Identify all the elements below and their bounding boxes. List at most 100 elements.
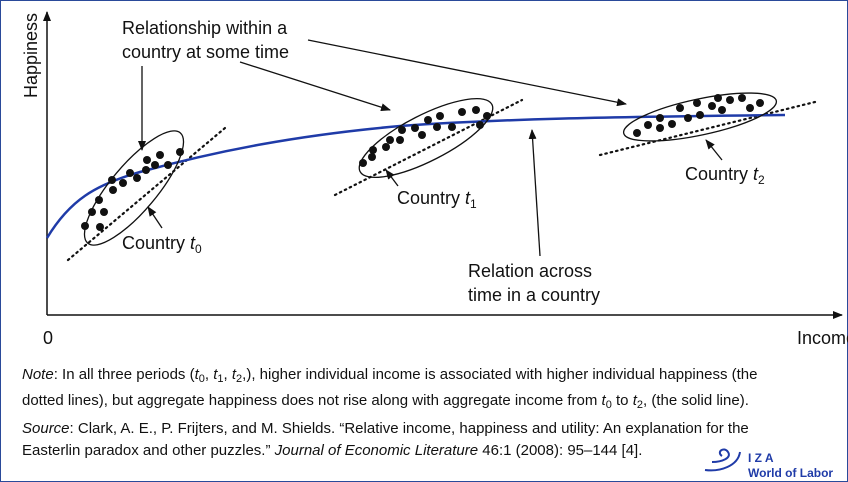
source-head: Source [22,420,70,437]
dots [81,94,764,231]
dot [633,129,641,137]
label-text: Country [685,164,753,184]
text: ,), higher individual income is associat… [242,366,758,383]
dot [644,121,652,129]
across-label: Relation across [468,261,592,281]
dot [726,96,734,104]
text: : Clark, A. E., P. Frijters, and M. Shie… [69,420,749,437]
var: t [632,392,637,409]
across-curve [45,113,786,239]
label-sub: 0 [195,242,202,256]
sub: 2 [236,373,243,385]
dot [668,120,676,128]
text: , [223,366,232,383]
journal: Journal of Economic Literature [274,442,479,459]
var: t [213,366,218,383]
dot [96,223,104,231]
logo-tagline: World of Labor [748,466,833,480]
arrow [705,139,723,161]
x-axis-label: Income [797,328,848,348]
arrow [528,129,541,257]
country-label: Country t1 [397,188,477,211]
within-label: Relationship within a [122,18,288,38]
across-label: time in a country [468,285,600,305]
text: , [204,366,214,383]
arrow [239,61,391,112]
dot [368,153,376,161]
dot [448,123,456,131]
y-axis-label: Happiness [21,13,41,98]
text: 46:1 (2008): 95–144 [4]. [478,442,643,459]
dot [359,159,367,167]
dot [708,102,716,110]
dot [676,104,684,112]
dot [718,106,726,114]
dot [411,124,419,132]
sub: 0 [198,373,205,385]
dotted-line [333,98,524,197]
dot [119,179,127,187]
text: dotted lines), but aggregate happiness d… [22,392,602,409]
text: Easterlin paradox and other puzzles.” [22,442,275,459]
dot [418,131,426,139]
sub: 2 [636,399,643,411]
dot [684,114,692,122]
dot [398,126,406,134]
dot [81,222,89,230]
dot [656,124,664,132]
source-line: Source: Clark, A. E., P. Frijters, and M… [22,418,842,440]
dot [424,116,432,124]
dot [126,169,134,177]
label-sub: 1 [470,197,477,211]
dot [109,186,117,194]
dot [476,121,484,129]
ellipse [358,97,494,179]
label-sub: 2 [758,173,765,187]
dot [100,208,108,216]
source-line: Easterlin paradox and other puzzles.” Jo… [22,440,842,462]
label-var: t [753,164,759,184]
arrow [385,169,399,187]
logo-name: I Z A [748,451,774,465]
dot [472,106,480,114]
dot [142,166,150,174]
dot [95,196,103,204]
dot [746,104,754,112]
origin-label: 0 [43,328,53,348]
dot [696,111,704,119]
sub: 1 [217,373,224,385]
dotted-line [66,126,227,262]
label-text: Country [397,188,465,208]
note-line: dotted lines), but aggregate happiness d… [22,390,842,416]
dot [143,156,151,164]
country-label: Country t0 [122,233,202,256]
text: : In all three periods ( [53,366,195,383]
var: t [194,366,199,383]
note-line: Note: In all three periods (t0, t1, t2,)… [22,364,842,390]
dot [656,114,664,122]
dot [133,174,141,182]
sub: 0 [605,399,612,411]
ellipse [83,130,185,246]
dot [151,161,159,169]
dot [693,99,701,107]
label-var: t [190,233,196,253]
dot [396,136,404,144]
dot [156,151,164,159]
dot [386,136,394,144]
country-label: Country t2 [685,164,765,187]
dot [483,112,491,120]
arrow [147,206,163,229]
dot [458,108,466,116]
label-var: t [465,188,471,208]
dot [433,123,441,131]
dotted-line [598,100,817,157]
dot [176,148,184,156]
var: t [231,366,237,383]
arrow [307,39,627,107]
dot [738,94,746,102]
dot [108,176,116,184]
note-head: Note [22,366,54,383]
